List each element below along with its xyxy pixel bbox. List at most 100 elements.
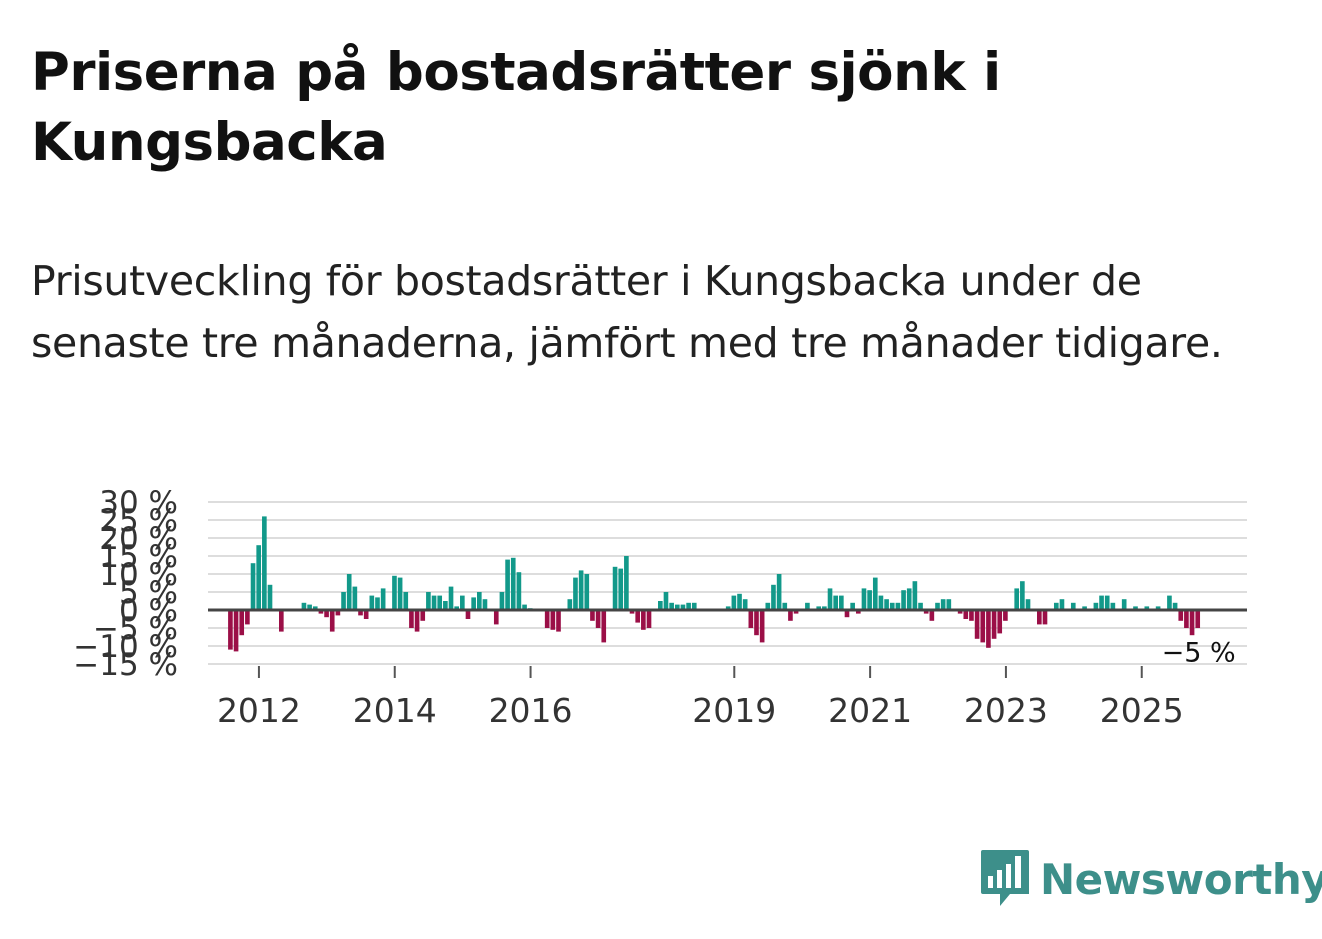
bar — [691, 602, 697, 610]
bar — [686, 602, 691, 610]
bar — [986, 610, 991, 648]
bar — [969, 610, 974, 621]
bar — [493, 610, 499, 625]
bar — [957, 610, 963, 614]
bar — [420, 610, 426, 621]
bar — [1144, 606, 1150, 610]
bar — [335, 610, 341, 616]
bar — [363, 610, 369, 619]
bar — [1014, 588, 1020, 610]
bar — [1042, 610, 1048, 625]
bar — [1133, 606, 1138, 610]
y-tick-label: −15 % — [73, 647, 178, 683]
bar — [301, 602, 307, 610]
y-tick-label: 5 % — [119, 575, 178, 611]
bar — [454, 606, 460, 610]
newsworthy-logo: Newsworthy — [980, 848, 1322, 910]
bar — [369, 595, 375, 610]
bar — [267, 584, 273, 610]
bar — [997, 610, 1003, 634]
bar — [228, 610, 233, 650]
y-tick-label: 20 % — [99, 521, 178, 557]
bar — [499, 592, 505, 610]
bar — [1037, 610, 1042, 625]
bar — [646, 610, 652, 628]
newsworthy-logo-text: Newsworthy — [1040, 854, 1322, 904]
bar — [754, 610, 759, 636]
bar — [403, 592, 409, 610]
bar — [431, 595, 437, 610]
bar — [788, 610, 793, 621]
bar — [635, 610, 641, 623]
x-tick-label: 2016 — [489, 691, 573, 730]
bar — [1167, 595, 1172, 610]
bar — [641, 610, 646, 630]
bar — [669, 602, 674, 610]
bar — [759, 610, 765, 643]
bar — [1189, 610, 1195, 636]
bar — [827, 588, 833, 610]
bar — [872, 577, 878, 610]
bar — [912, 581, 918, 610]
bar — [867, 590, 872, 610]
y-tick-label: 10 % — [99, 557, 178, 593]
bar — [624, 556, 629, 610]
bar — [776, 574, 782, 610]
bar — [742, 599, 748, 610]
bar — [324, 610, 329, 618]
bar — [341, 592, 346, 610]
bar — [409, 610, 414, 628]
bar — [329, 610, 335, 632]
bar — [256, 545, 262, 610]
x-axis: 2012 2014 2016 2019 2021 2023 2025 — [217, 666, 1184, 730]
bar — [397, 577, 403, 610]
bar — [1184, 610, 1189, 628]
bar — [601, 610, 607, 643]
bar — [482, 599, 488, 610]
bar — [1053, 602, 1059, 610]
bar-chart: 30 %25 %20 %15 %10 %5 %0 %−5 %−10 %−15 %… — [73, 485, 1247, 730]
bar — [522, 604, 527, 610]
y-tick-label: 30 % — [99, 485, 178, 521]
bar — [1003, 610, 1008, 621]
bar — [573, 577, 578, 610]
bar — [980, 610, 986, 643]
bar — [578, 570, 584, 610]
bar — [748, 610, 754, 628]
bar — [878, 595, 884, 610]
bar — [233, 610, 239, 652]
chart-title: Priserna på bostadsrätter sjönk i Kungsb… — [31, 42, 1001, 173]
bar — [901, 590, 906, 610]
x-tick-label: 2019 — [692, 691, 776, 730]
bar — [918, 602, 923, 610]
bar — [443, 601, 448, 610]
bar — [346, 574, 352, 610]
x-tick-label: 2025 — [1100, 691, 1184, 730]
bar — [855, 610, 861, 614]
bar — [426, 592, 431, 610]
bar — [318, 610, 324, 614]
bar — [861, 588, 867, 610]
bar — [674, 604, 680, 610]
x-tick-label: 2014 — [353, 691, 437, 730]
bar — [250, 563, 256, 610]
bar — [510, 557, 516, 610]
bar — [935, 602, 940, 610]
bar — [1020, 581, 1025, 610]
bar — [1082, 606, 1087, 610]
bar — [1121, 599, 1127, 610]
y-tick-label: 25 % — [99, 503, 178, 539]
bar — [1025, 599, 1031, 610]
bar — [1104, 595, 1110, 610]
bar — [844, 610, 850, 618]
bar — [895, 602, 901, 610]
bar — [1172, 602, 1178, 610]
bar — [1070, 602, 1076, 610]
bar — [1155, 606, 1161, 610]
bar — [358, 610, 363, 616]
bar — [663, 592, 669, 610]
x-tick-label: 2021 — [828, 691, 912, 730]
x-tick-label: 2012 — [217, 691, 301, 730]
bar — [437, 595, 443, 610]
bar — [658, 601, 663, 610]
